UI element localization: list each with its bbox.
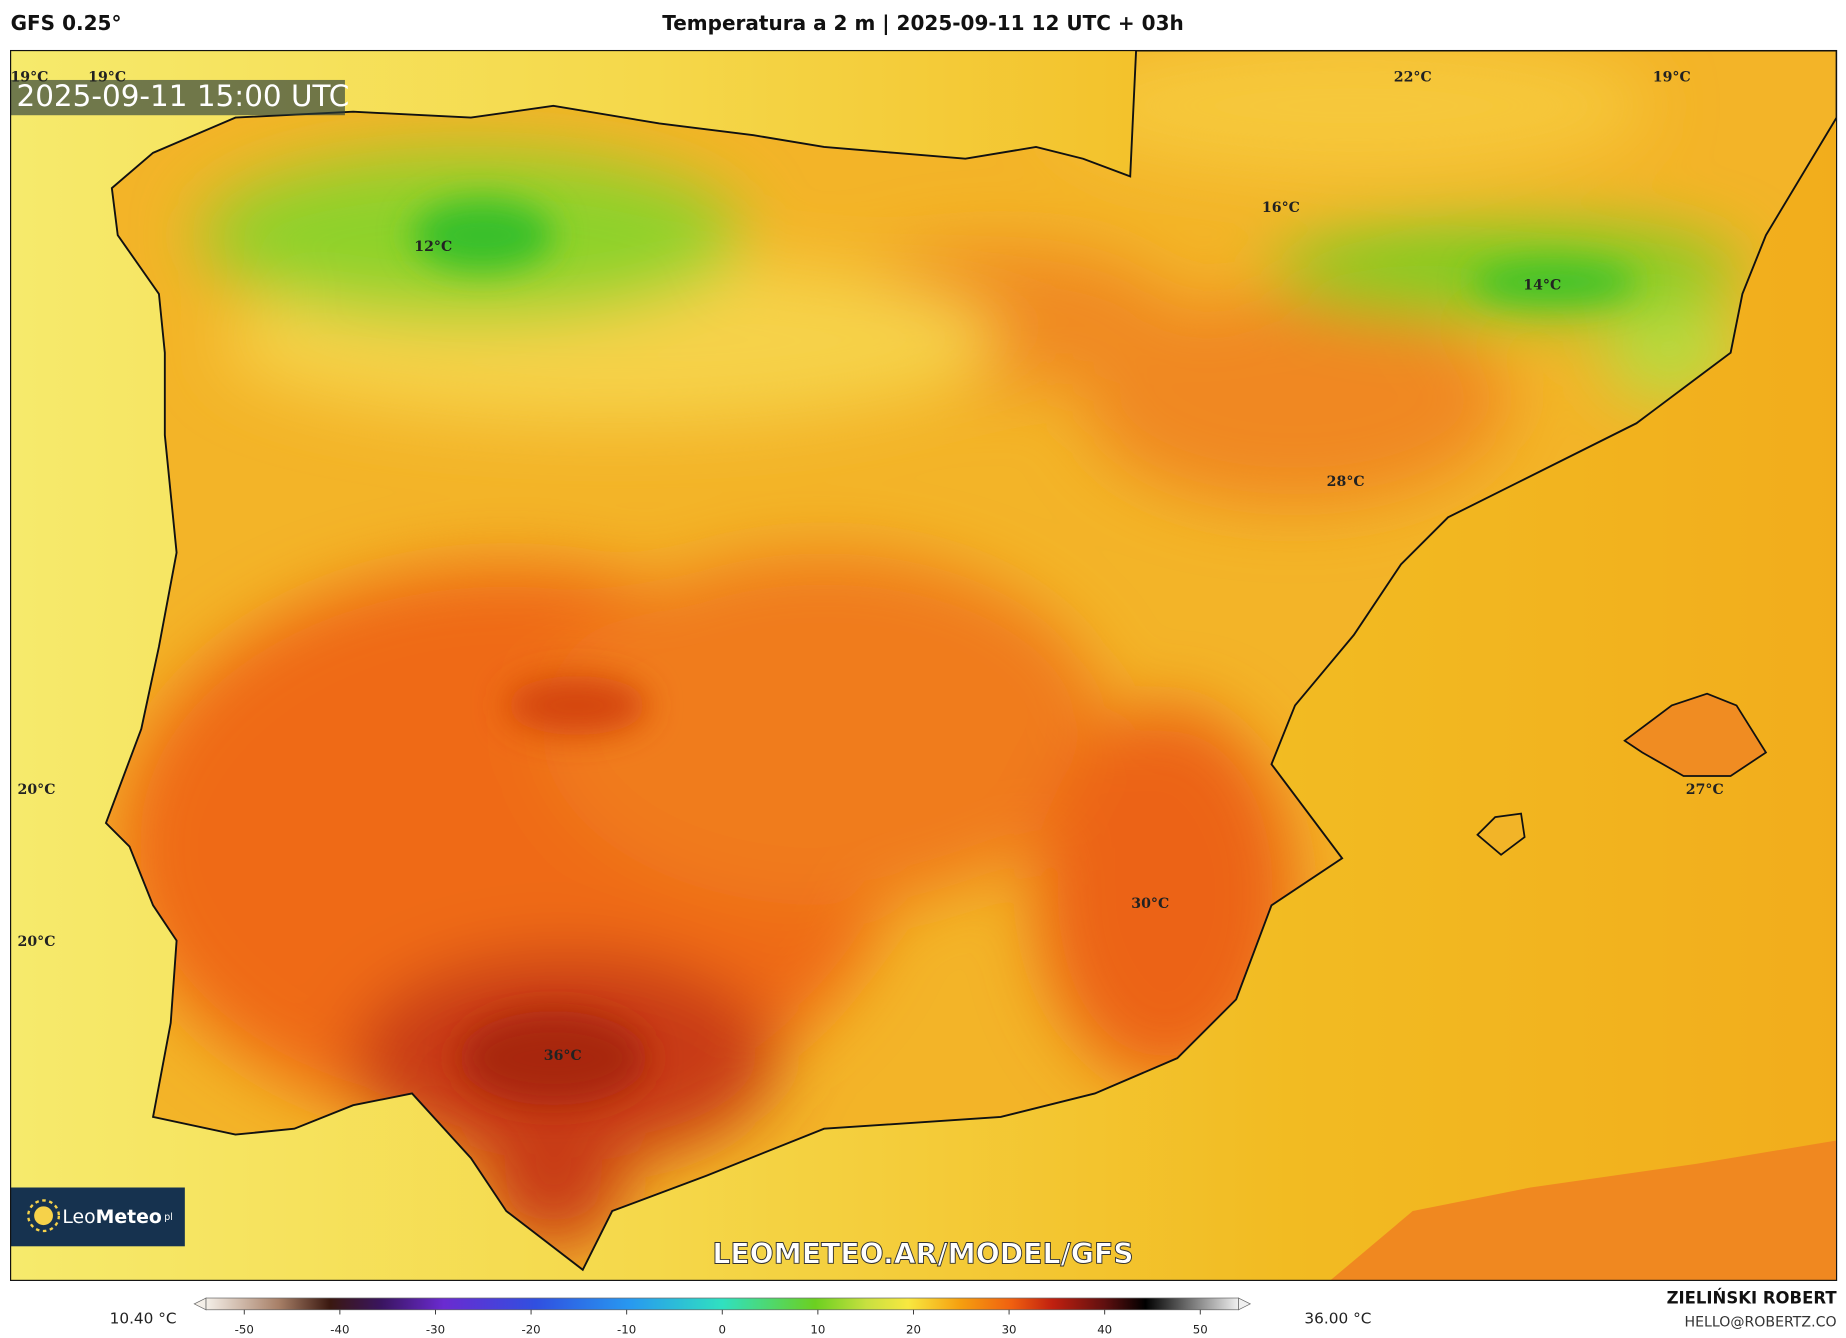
email: HELLO@ROBERTZ.CO xyxy=(1685,1315,1837,1331)
contour-label: 22°C xyxy=(1394,70,1432,86)
colorbar-max: 36.00 °C xyxy=(1304,1310,1371,1328)
colorbar-min: 10.40 °C xyxy=(110,1310,177,1328)
contour-label: 19°C xyxy=(10,70,48,86)
valid-time: 2025-09-11 15:00 UTC xyxy=(16,79,349,113)
colorbar: -50 -40 -30 -20 -10 0 10 20 30 40 50 xyxy=(193,1297,1252,1336)
colorbar-tick-label: 50 xyxy=(1193,1322,1208,1336)
colorbar-tick-label: -10 xyxy=(617,1322,636,1336)
logo-text: LeoMeteo pl xyxy=(62,1206,172,1227)
colorbar-tick-label: 30 xyxy=(1002,1322,1017,1336)
time-box xyxy=(10,79,345,116)
contour-label: 20°C xyxy=(18,782,56,798)
mallorca xyxy=(1623,692,1768,777)
colorbar-tick-label: -30 xyxy=(426,1322,445,1336)
contour-label: 36°C xyxy=(544,1048,582,1064)
logo-light: Leo xyxy=(62,1206,95,1227)
author: ZIELIŃSKI ROBERT xyxy=(1667,1289,1838,1308)
contour-label: 19°C xyxy=(1653,70,1691,86)
contour-label: 19°C xyxy=(88,70,126,86)
colorbar-body xyxy=(205,1297,1239,1311)
colorbar-tick-label: -50 xyxy=(235,1322,254,1336)
colorbar-tick-label: 20 xyxy=(906,1322,921,1336)
colorbar-tick-label: 10 xyxy=(810,1322,825,1336)
logo-bold: Meteo xyxy=(96,1206,162,1227)
contour-label: 14°C xyxy=(1523,278,1561,294)
contour-label: 28°C xyxy=(1327,474,1365,490)
africa xyxy=(1330,1140,1837,1281)
contour-label: 12°C xyxy=(414,239,452,255)
colorbar-tick-label: -40 xyxy=(330,1322,349,1336)
map-frame xyxy=(10,49,1838,1281)
contour-label: 16°C xyxy=(1262,200,1300,216)
contour-labels: 19°C 19°C 22°C 19°C 16°C 12°C 14°C 28°C 20°C 27°C… xyxy=(10,70,1724,1064)
contour-label: 30°C xyxy=(1131,896,1169,912)
logo-suffix: pl xyxy=(164,1211,173,1222)
contour-label: 27°C xyxy=(1686,782,1724,798)
map-title: Temperatura a 2 m | 2025-09-11 12 UTC + … xyxy=(662,11,1184,35)
ibiza xyxy=(1476,812,1526,856)
colorbar-tick-label: 0 xyxy=(719,1322,726,1336)
model-name: GFS 0.25° xyxy=(11,11,122,35)
watermark: LEOMETEO.AR/MODEL/GFS xyxy=(712,1238,1133,1271)
contour-label: 20°C xyxy=(18,934,56,950)
logo-rays xyxy=(27,1199,61,1233)
logo-sun xyxy=(34,1206,53,1226)
colorbar-tick-label: -20 xyxy=(521,1322,540,1336)
colorbar-tick-label: 40 xyxy=(1097,1322,1112,1336)
